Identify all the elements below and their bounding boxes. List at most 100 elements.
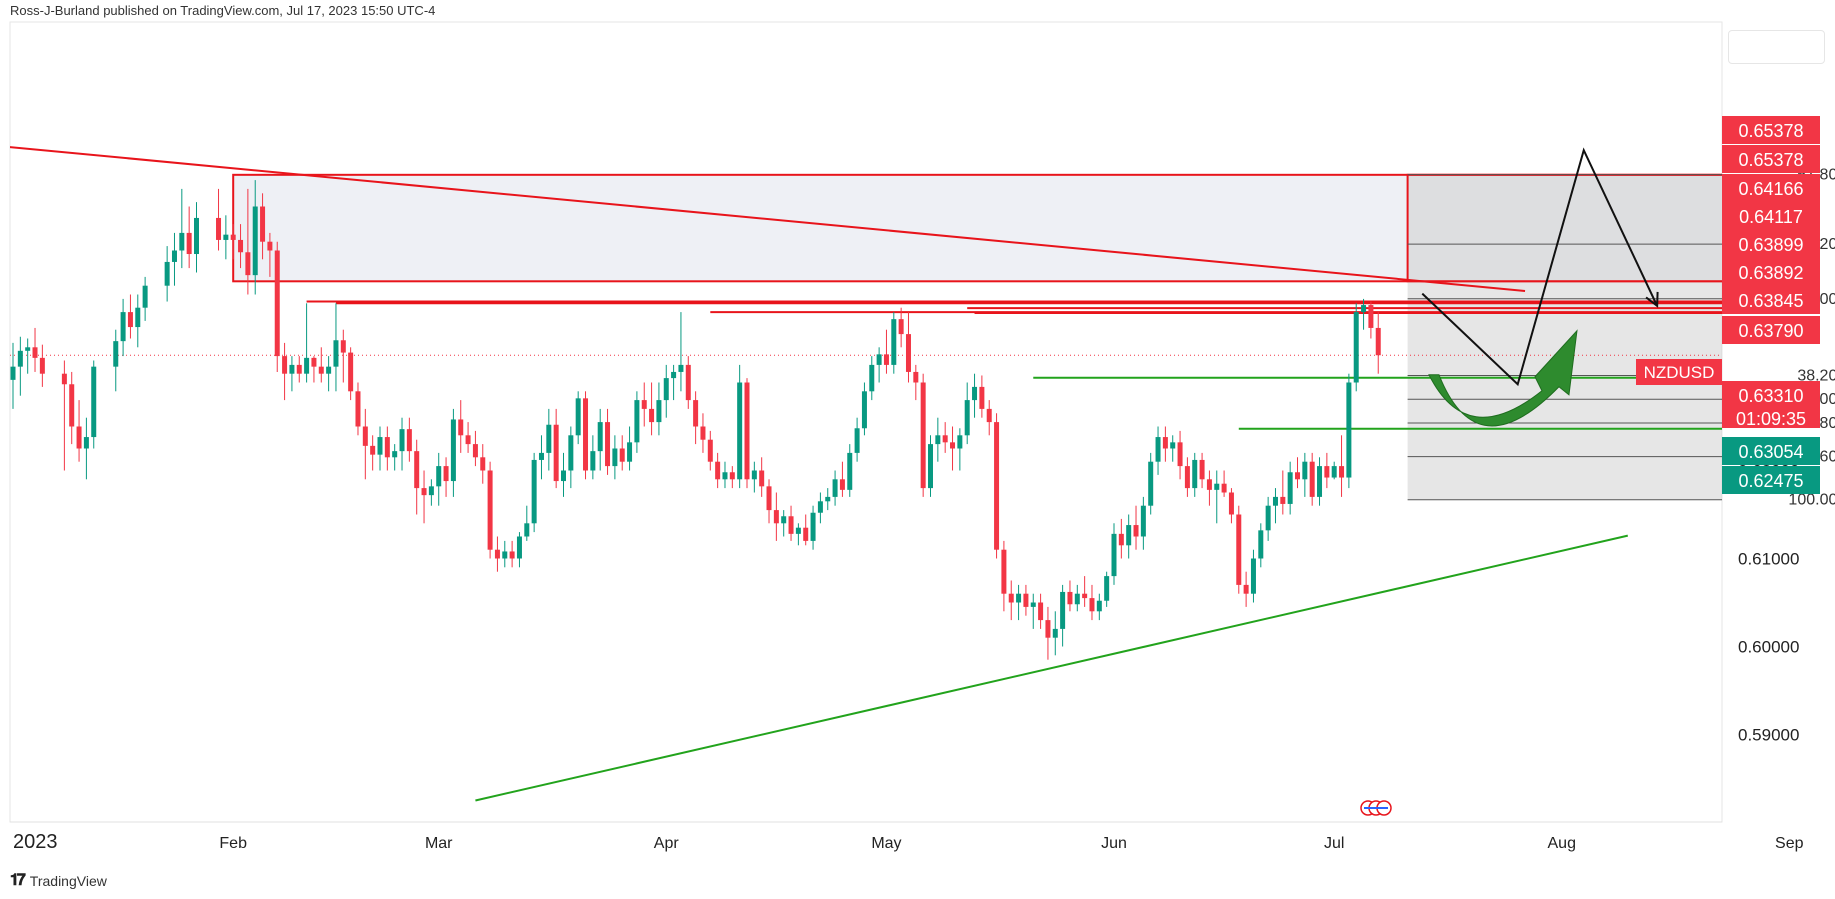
candle-body[interactable] <box>1016 593 1022 603</box>
candle-body[interactable] <box>1052 628 1058 638</box>
candle-body[interactable] <box>972 386 978 401</box>
candle-body[interactable] <box>1302 461 1308 480</box>
candle-body[interactable] <box>355 391 361 427</box>
candle-body[interactable] <box>1148 461 1154 506</box>
candle-body[interactable] <box>693 400 699 427</box>
candle-body[interactable] <box>472 444 478 458</box>
candle-body[interactable] <box>1346 382 1352 478</box>
price-tag[interactable] <box>1722 466 1820 494</box>
candle-body[interactable] <box>737 382 743 480</box>
candle-body[interactable] <box>17 350 23 367</box>
candle-body[interactable] <box>531 459 537 524</box>
candle-body[interactable] <box>883 354 889 365</box>
candle-body[interactable] <box>171 250 177 262</box>
candle-body[interactable] <box>223 234 229 240</box>
candle-body[interactable] <box>1324 466 1330 478</box>
price-tag[interactable] <box>1722 437 1820 465</box>
candle-body[interactable] <box>1067 591 1073 605</box>
candle-body[interactable] <box>876 354 882 365</box>
candle-body[interactable] <box>194 217 199 255</box>
candle-body[interactable] <box>1375 327 1381 356</box>
candle-body[interactable] <box>766 486 772 511</box>
candle-body[interactable] <box>524 523 530 537</box>
candle-body[interactable] <box>817 501 823 513</box>
candle-body[interactable] <box>340 340 346 353</box>
candle-body[interactable] <box>1309 461 1315 497</box>
candle-body[interactable] <box>1126 525 1132 546</box>
candle-body[interactable] <box>1045 620 1051 638</box>
candle-body[interactable] <box>238 239 244 253</box>
candle-body[interactable] <box>1287 472 1293 504</box>
candle-body[interactable] <box>1008 593 1014 603</box>
candle-body[interactable] <box>729 472 735 480</box>
candle-body[interactable] <box>1177 442 1183 467</box>
candle-body[interactable] <box>370 445 376 455</box>
candle-body[interactable] <box>1038 602 1044 621</box>
candle-body[interactable] <box>1030 602 1036 607</box>
price-tag[interactable] <box>1722 286 1820 314</box>
candle-body[interactable] <box>32 347 38 358</box>
candle-body[interactable] <box>671 371 677 379</box>
candle-body[interactable] <box>1001 549 1007 594</box>
candle-body[interactable] <box>164 261 170 286</box>
candle-body[interactable] <box>83 437 89 449</box>
price-tag[interactable] <box>1722 230 1820 258</box>
candle-body[interactable] <box>1060 591 1066 629</box>
candle-body[interactable] <box>597 422 603 452</box>
candle-body[interactable] <box>891 319 897 365</box>
price-tag[interactable] <box>1722 404 1820 428</box>
candle-body[interactable] <box>421 488 427 496</box>
candle-body[interactable] <box>377 437 383 455</box>
candle-body[interactable] <box>663 378 669 401</box>
candle-body[interactable] <box>1317 466 1323 497</box>
candle-body[interactable] <box>384 437 390 458</box>
candle-body[interactable] <box>1243 584 1249 594</box>
candle-body[interactable] <box>722 472 728 480</box>
candle-body[interactable] <box>979 386 985 409</box>
candle-body[interactable] <box>120 312 126 342</box>
candle-body[interactable] <box>546 424 552 453</box>
price-tag[interactable] <box>1722 316 1820 344</box>
candle-body[interactable] <box>773 510 779 524</box>
candle-body[interactable] <box>605 422 611 467</box>
candle-body[interactable] <box>113 341 119 367</box>
candle-body[interactable] <box>1339 466 1345 478</box>
candle-body[interactable] <box>10 366 16 380</box>
candle-body[interactable] <box>928 444 933 489</box>
candle-body[interactable] <box>333 340 339 367</box>
candle-body[interactable] <box>399 429 405 452</box>
candle-body[interactable] <box>127 312 133 328</box>
candle-body[interactable] <box>296 364 302 374</box>
candle-body[interactable] <box>612 448 618 467</box>
candle-body[interactable] <box>267 241 273 251</box>
candle-body[interactable] <box>1280 496 1286 504</box>
candle-body[interactable] <box>1155 437 1161 462</box>
candle-body[interactable] <box>942 435 948 443</box>
candle-body[interactable] <box>1140 505 1146 537</box>
candle-body[interactable] <box>135 307 141 328</box>
candle-body[interactable] <box>590 451 596 471</box>
candle-body[interactable] <box>1170 442 1176 449</box>
candle-body[interactable] <box>1096 600 1102 612</box>
candle-body[interactable] <box>935 435 941 445</box>
candle-body[interactable] <box>1331 466 1337 478</box>
price-tag[interactable] <box>1722 258 1820 286</box>
candle-body[interactable] <box>575 398 581 436</box>
price-tag[interactable] <box>1722 145 1820 173</box>
candle-body[interactable] <box>274 250 280 357</box>
candle-body[interactable] <box>91 366 97 438</box>
candle-body[interactable] <box>700 426 706 440</box>
candle-body[interactable] <box>832 479 838 497</box>
candle-body[interactable] <box>847 452 853 490</box>
candle-body[interactable] <box>465 435 471 445</box>
candle-body[interactable] <box>627 442 633 462</box>
candle-body[interactable] <box>1104 576 1110 601</box>
candle-body[interactable] <box>1111 533 1117 577</box>
candle-body[interactable] <box>561 470 566 482</box>
candle-body[interactable] <box>1236 514 1242 585</box>
candle-body[interactable] <box>1133 525 1139 537</box>
candle-body[interactable] <box>1361 305 1367 313</box>
candle-body[interactable] <box>1089 598 1095 612</box>
candle-body[interactable] <box>1184 466 1190 489</box>
red-trendline[interactable] <box>6 146 1526 292</box>
